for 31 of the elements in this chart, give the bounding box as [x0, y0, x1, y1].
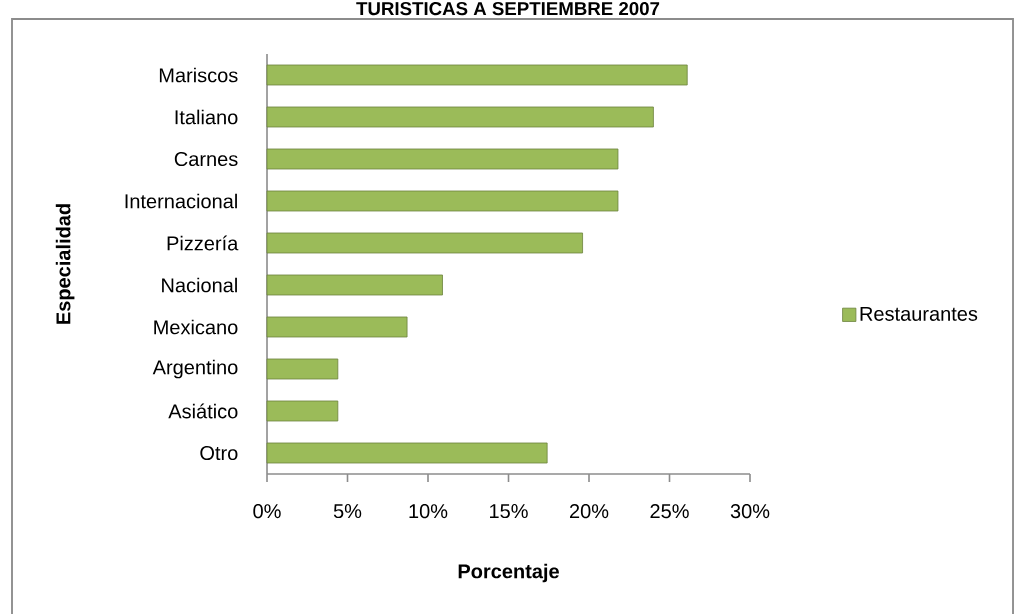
x-tick-label: 20%: [569, 504, 609, 519]
bar: [266, 148, 619, 170]
bar: [266, 64, 688, 86]
x-tick-label: 0%: [253, 504, 281, 519]
y-tick-label: Asiático: [168, 403, 238, 419]
bar: [266, 358, 339, 380]
bar: [266, 106, 654, 128]
x-axis-title: Porcentaje: [458, 563, 559, 583]
y-tick-label: Nacional: [162, 277, 237, 293]
y-tick-label: Argentino: [152, 359, 238, 379]
y-tick-label: Mexicano: [154, 319, 238, 335]
bar: [266, 400, 339, 422]
y-tick-label: Pizzería: [167, 235, 239, 251]
x-tick-label: 30%: [730, 504, 770, 519]
y-tick-label: Italiano: [175, 109, 238, 125]
x-tick-label: 10%: [409, 504, 448, 519]
legend-label: Restaurantes: [860, 306, 978, 321]
x-tick-label: 25%: [650, 504, 689, 519]
bar: [266, 316, 408, 338]
y-tick-label: Otro: [200, 445, 238, 461]
y-tick-label: Carnes: [174, 151, 238, 167]
y-tick-label: Internacional: [125, 193, 237, 209]
bar: [266, 232, 583, 254]
x-tick-label: 15%: [490, 504, 528, 519]
y-tick-label: Mariscos: [159, 67, 238, 83]
y-axis-title: Especialidad: [55, 204, 75, 324]
x-tick-label: 5%: [333, 504, 362, 519]
bar: [266, 190, 619, 212]
chart-title: TURISTICAS A SEPTIEMBRE 2007: [356, 1, 660, 16]
bar: [266, 274, 443, 296]
bar: [266, 442, 548, 464]
